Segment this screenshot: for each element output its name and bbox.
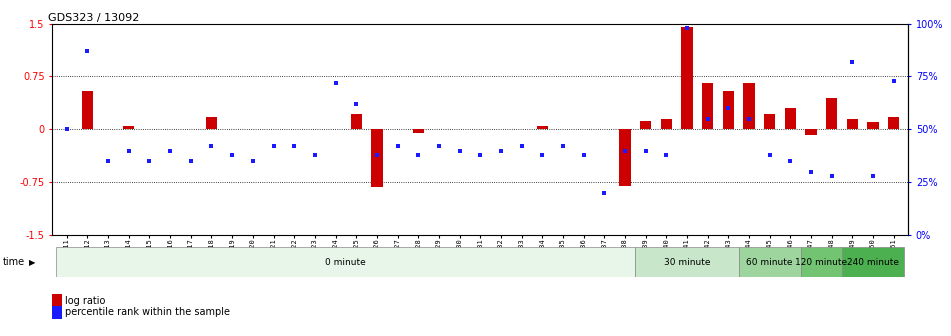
Point [844, 59, 860, 64]
Bar [739, 247, 801, 277]
Point [576, 152, 592, 158]
Point [742, 116, 757, 121]
Point [59, 127, 74, 132]
Point [700, 116, 715, 121]
Point [555, 143, 571, 149]
Point [638, 148, 653, 153]
Point [679, 25, 694, 31]
Point [390, 143, 405, 149]
Point [204, 143, 219, 149]
Bar [846, 119, 858, 129]
Text: GDS323 / 13092: GDS323 / 13092 [48, 13, 140, 23]
Point [596, 190, 611, 196]
Point [224, 152, 240, 158]
Bar [801, 247, 842, 277]
Point [266, 143, 281, 149]
Bar [785, 108, 796, 129]
Bar [744, 83, 755, 129]
Point [411, 152, 426, 158]
Bar [702, 83, 713, 129]
Point [473, 152, 488, 158]
Bar [867, 122, 879, 129]
Bar [205, 117, 217, 129]
Point [286, 143, 301, 149]
Point [163, 148, 178, 153]
Point [184, 158, 199, 164]
Bar [640, 121, 651, 129]
Bar [82, 90, 93, 129]
Bar [635, 247, 739, 277]
Point [349, 101, 364, 107]
Text: 0 minute: 0 minute [325, 258, 366, 266]
Bar [123, 126, 134, 129]
Point [432, 143, 447, 149]
Text: log ratio: log ratio [65, 296, 105, 306]
Point [825, 173, 840, 179]
Bar [805, 129, 817, 135]
Bar [681, 27, 692, 129]
Point [721, 106, 736, 111]
Point [328, 80, 343, 85]
Point [886, 78, 902, 83]
Text: 60 minute: 60 minute [747, 258, 793, 266]
Bar [371, 129, 382, 187]
Text: 30 minute: 30 minute [664, 258, 710, 266]
Point [101, 158, 116, 164]
Point [865, 173, 881, 179]
Point [514, 143, 529, 149]
Point [762, 152, 777, 158]
Bar [826, 97, 838, 129]
Bar [723, 90, 734, 129]
Point [783, 158, 798, 164]
Text: percentile rank within the sample: percentile rank within the sample [65, 307, 230, 318]
Text: 240 minute: 240 minute [847, 258, 899, 266]
Point [142, 158, 157, 164]
Point [245, 158, 261, 164]
Bar [842, 247, 904, 277]
Point [307, 152, 322, 158]
Bar [351, 114, 362, 129]
Text: time: time [3, 257, 25, 267]
Point [804, 169, 819, 174]
Text: ▶: ▶ [29, 258, 35, 266]
Bar [413, 129, 424, 133]
Point [452, 148, 467, 153]
Point [617, 148, 632, 153]
Bar [536, 126, 548, 129]
Bar [764, 114, 775, 129]
Point [121, 148, 136, 153]
Bar [56, 247, 635, 277]
Bar [661, 119, 672, 129]
Point [494, 148, 509, 153]
Text: 120 minute: 120 minute [795, 258, 847, 266]
Point [80, 48, 95, 54]
Point [659, 152, 674, 158]
Point [369, 152, 384, 158]
Bar [888, 117, 900, 129]
Point [534, 152, 550, 158]
Bar [619, 129, 631, 186]
